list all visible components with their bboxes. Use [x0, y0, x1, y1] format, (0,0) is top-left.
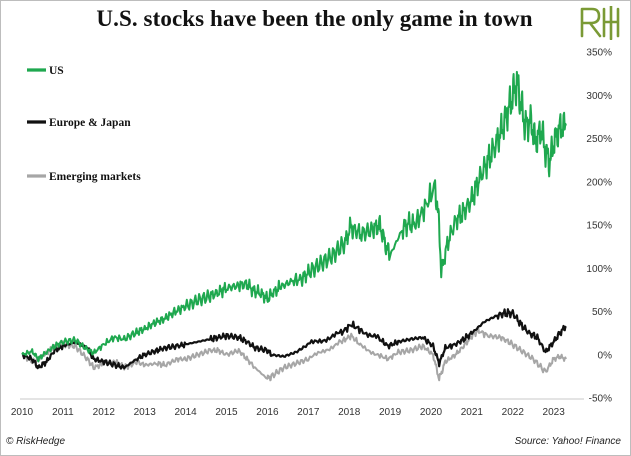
legend-label-europe-japan: Europe & Japan [49, 117, 131, 129]
x-tick-label-2010: 2010 [11, 407, 34, 418]
x-tick-label-2020: 2020 [420, 407, 443, 418]
x-tick-label-2019: 2019 [379, 407, 402, 418]
series-line-us [21, 70, 567, 363]
series-line-europe-japan [21, 308, 567, 370]
y-tick-label: 200% [586, 177, 612, 188]
chart-title: U.S. stocks have been the only game in t… [96, 6, 533, 31]
x-tick-label-2022: 2022 [502, 407, 525, 418]
legend-label-emerging-markets: Emerging markets [49, 171, 141, 183]
y-tick-label: 150% [586, 221, 612, 232]
x-tick-label-2023: 2023 [543, 407, 566, 418]
x-tick-label-2015: 2015 [215, 407, 238, 418]
y-tick-labels: -50% 0% 50% 100% 150% 200% 250% 300% 350% [586, 48, 612, 405]
x-tick-label-2017: 2017 [297, 407, 320, 418]
legend-label-us: US [49, 65, 64, 77]
legend: US Europe & Japan Emerging markets [27, 65, 141, 183]
y-tick-label: 0% [598, 350, 613, 361]
plot-lines [21, 70, 567, 382]
y-tick-label: -50% [589, 394, 612, 405]
x-tick-label-2021: 2021 [461, 407, 484, 418]
x-tick-label-2014: 2014 [174, 407, 197, 418]
x-tick-label-2011: 2011 [52, 407, 74, 418]
riskhedge-logo [580, 6, 620, 40]
y-tick-label: 50% [592, 307, 612, 318]
x-tick-labels: 2010 2011 2012 2013 2014 2015 2016 2017 2018 2019… [11, 407, 565, 418]
x-tick-label-2018: 2018 [338, 407, 361, 418]
logo-mark [580, 6, 620, 40]
y-tick-label: 250% [586, 134, 612, 145]
x-tick-label-2012: 2012 [93, 407, 116, 418]
x-tick-label-2016: 2016 [256, 407, 279, 418]
y-tick-label: 300% [586, 91, 612, 102]
copyright-text: © RiskHedge [6, 436, 66, 447]
y-tick-label: 350% [586, 48, 612, 59]
y-tick-label: 100% [586, 264, 612, 275]
x-tick-label-2013: 2013 [134, 407, 157, 418]
source-text: Source: Yahoo! Finance [514, 436, 621, 447]
